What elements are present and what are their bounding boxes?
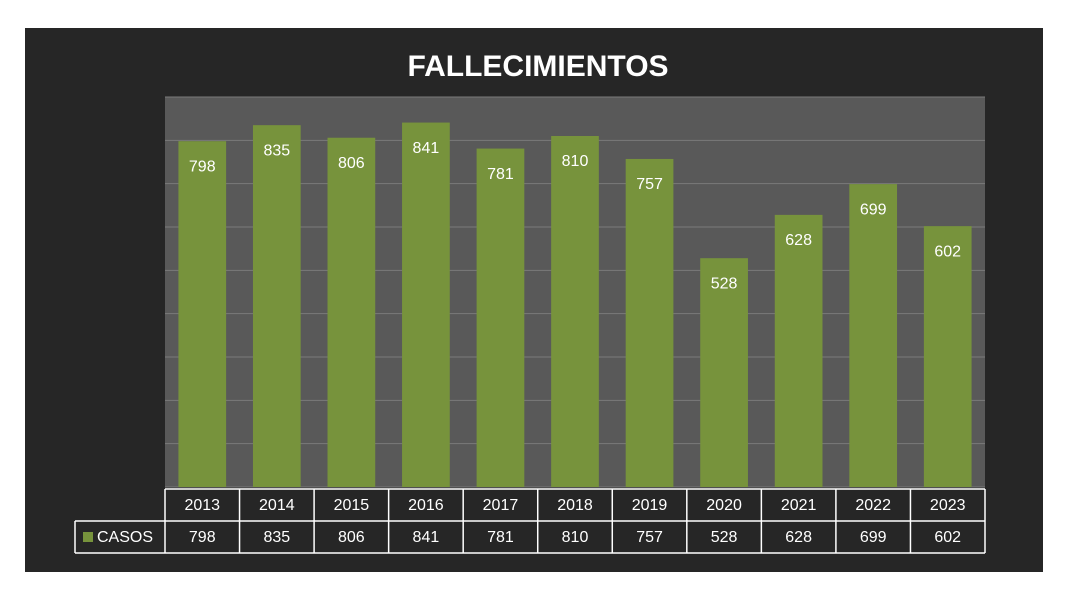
x-tick-label: 2020 — [706, 497, 742, 514]
data-label: 602 — [934, 243, 961, 260]
bar — [402, 122, 450, 488]
x-tick-label: 2021 — [781, 497, 817, 514]
x-tick-label: 2022 — [855, 497, 891, 514]
table-value: 628 — [785, 529, 812, 546]
data-label: 835 — [263, 142, 290, 159]
bar — [625, 158, 674, 487]
data-label: 528 — [711, 275, 738, 292]
table-value: 602 — [934, 529, 961, 546]
bar — [923, 226, 972, 487]
table-value: 528 — [711, 529, 738, 546]
table-value: 841 — [413, 529, 440, 546]
x-tick-label: 2017 — [483, 497, 519, 514]
legend-key — [83, 532, 93, 542]
x-tick-label: 2019 — [632, 497, 668, 514]
x-tick-label: 2014 — [259, 497, 295, 514]
data-label: 699 — [860, 201, 887, 218]
data-label: 798 — [189, 158, 216, 175]
x-tick-label: 2023 — [930, 497, 966, 514]
bar — [327, 137, 376, 487]
data-label: 628 — [785, 232, 812, 249]
legend-label: CASOS — [97, 529, 153, 546]
bar — [551, 136, 599, 487]
table-value: 810 — [562, 529, 589, 546]
chart-title: FALLECIMIENTOS — [407, 50, 668, 83]
table-value: 781 — [487, 529, 514, 546]
bar — [849, 184, 898, 487]
table-value: 757 — [636, 529, 663, 546]
table-value: 835 — [263, 529, 290, 546]
x-tick-label: 2015 — [334, 497, 370, 514]
data-label: 781 — [487, 166, 514, 183]
data-label: 757 — [636, 176, 663, 193]
data-label: 806 — [338, 155, 365, 172]
table-value: 806 — [338, 529, 365, 546]
table-value: 798 — [189, 529, 216, 546]
table-value: 699 — [860, 529, 887, 546]
data-label: 810 — [562, 153, 589, 170]
x-tick-label: 2013 — [184, 497, 220, 514]
data-label: 841 — [413, 140, 440, 157]
bar — [252, 125, 301, 488]
bar — [700, 258, 748, 487]
x-tick-label: 2016 — [408, 497, 444, 514]
x-tick-label: 2018 — [557, 497, 593, 514]
bar — [476, 148, 525, 488]
bar — [774, 214, 823, 487]
bar — [178, 141, 227, 487]
